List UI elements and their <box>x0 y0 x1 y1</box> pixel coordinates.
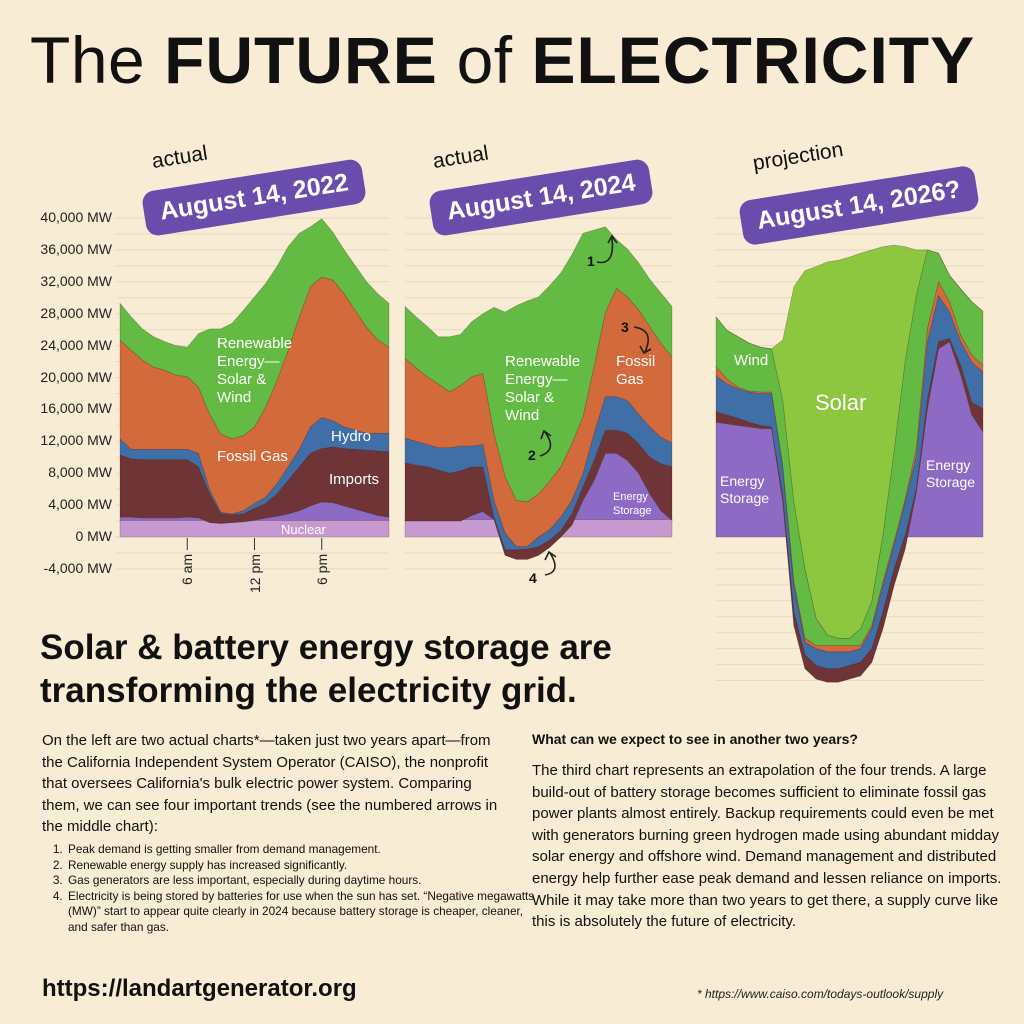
title-electricity: ELECTRICITY <box>531 23 976 97</box>
trend-item: Electricity is being stored by batteries… <box>66 889 546 936</box>
y-tick-label: 28,000 MW <box>40 304 112 321</box>
label-line: Wind <box>505 407 540 424</box>
arrow-4-icon <box>544 550 557 576</box>
label-line: Energy <box>720 473 765 489</box>
question-body: The third chart represents an extrapolat… <box>532 762 1002 931</box>
label-gas-2022: Fossil Gas <box>217 448 288 465</box>
chart-2026 <box>715 244 984 683</box>
trend-item: Gas generators are less important, espec… <box>66 873 546 889</box>
title-the: The <box>30 23 146 97</box>
x-tick-label: 6 am <box>179 553 196 585</box>
label-storage-left-2026: Energy Storage <box>720 473 769 507</box>
page-title: The FUTURE of ELECTRICITY <box>30 18 975 102</box>
y-tick-label: 24,000 MW <box>40 336 112 353</box>
label-nuclear-2022: Nuclear <box>281 522 326 537</box>
label-gas-2024: Fossil Gas <box>616 353 655 389</box>
area-hydro <box>715 294 984 669</box>
label-solar-2026: Solar <box>815 390 867 415</box>
y-tick-label: 36,000 MW <box>40 240 112 257</box>
annotation-arrows <box>539 234 652 576</box>
y-tick-label: 8,000 MW <box>48 464 112 481</box>
area-imports <box>119 446 390 524</box>
label-storage-right-2026: Energy Storage <box>926 457 975 491</box>
y-tick-label: -4,000 MW <box>43 559 112 576</box>
label-line: Fossil <box>616 353 656 370</box>
y-tick-label: 0 MW <box>75 528 112 544</box>
y-tick-label: 20,000 MW <box>40 368 112 385</box>
label-renewables-2024: Renewable Energy— Solar & Wind <box>505 353 580 425</box>
label-line: Storage <box>613 505 652 517</box>
label-line: Renewable <box>505 353 581 370</box>
label-line: Solar & <box>505 389 555 406</box>
title-future: FUTURE <box>164 23 438 97</box>
label-wind-2026: Wind <box>734 352 769 369</box>
label-line: Solar & <box>217 371 267 388</box>
y-tick-label: 40,000 MW <box>40 209 112 225</box>
trend-item: Peak demand is getting smaller from dema… <box>66 842 546 858</box>
headline: Solar & battery energy storage are trans… <box>40 628 612 710</box>
label-hydro-2022: Hydro <box>331 428 372 445</box>
area-solar <box>715 244 984 639</box>
area-renewables <box>404 226 673 503</box>
label-line: Energy <box>926 457 971 473</box>
area-gas <box>715 280 984 653</box>
y-tick-label: 32,000 MW <box>40 272 112 289</box>
label-line: Gas <box>616 371 644 388</box>
arrow-3-icon <box>633 326 652 355</box>
source-link[interactable]: * https://www.caiso.com/todays-outlook/s… <box>697 987 944 1001</box>
label-renewables-2022: Renewable Energy— Solar & Wind <box>217 335 292 407</box>
y-tick-label: 12,000 MW <box>40 432 112 449</box>
trends-list: Peak demand is getting smaller from dema… <box>44 842 546 935</box>
annotation-1: 1 <box>587 253 595 269</box>
label-imports-2022: Imports <box>329 471 380 488</box>
y-tick-label: 16,000 MW <box>40 400 112 417</box>
area-renewables <box>119 218 390 440</box>
arrow-1-icon <box>596 234 618 264</box>
annotation-3: 3 <box>621 319 629 335</box>
y-tick-label: 4,000 MW <box>48 496 112 513</box>
intro-paragraph: On the left are two actual charts*—taken… <box>42 732 498 835</box>
label-line: Energy <box>613 491 648 503</box>
chart-2022 <box>119 218 390 538</box>
arrow-2-icon <box>539 429 552 457</box>
label-line: Energy— <box>217 353 280 370</box>
annotation-2: 2 <box>528 447 536 463</box>
question-heading: What can we expect to see in another two… <box>532 731 858 747</box>
x-tick-label: 12 pm <box>246 554 263 593</box>
label-line: Renewable <box>217 335 293 352</box>
x-tick-label: 6 pm <box>313 553 330 585</box>
chart-2024 <box>404 226 673 560</box>
label-line: Storage <box>926 474 976 490</box>
annotation-4: 4 <box>529 570 537 586</box>
area-nuclear <box>119 520 390 538</box>
website-link[interactable]: https://landartgenerator.org <box>42 975 357 1002</box>
label-storage-2024: Energy Storage <box>613 490 652 518</box>
title-of: of <box>456 23 513 97</box>
label-line: Wind <box>217 389 252 406</box>
trend-item: Renewable energy supply has increased si… <box>66 858 546 874</box>
label-line: Storage <box>720 490 770 506</box>
label-line: Energy— <box>505 371 568 388</box>
